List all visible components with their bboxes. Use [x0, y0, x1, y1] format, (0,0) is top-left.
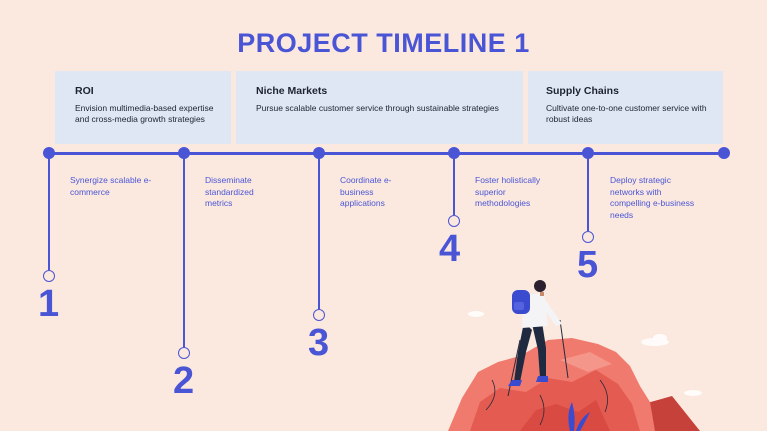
timeline-stem-4 [453, 153, 455, 215]
timeline-end-dot [718, 147, 730, 159]
step-number-2: 2 [173, 360, 195, 402]
step-text-5: Deploy strategic networks with compellin… [610, 175, 695, 220]
band-title: Niche Markets [256, 85, 328, 97]
timeline-ring-4 [447, 215, 460, 227]
timeline-ring-2 [177, 347, 190, 359]
timeline-stem-5 [587, 153, 589, 231]
band-niche-markets: Niche Markets Pursue scalable customer s… [236, 71, 523, 144]
timeline-stem-1 [48, 153, 50, 270]
timeline-ring-5 [581, 231, 594, 243]
band-desc: Cultivate one-to-one customer service wi… [546, 103, 707, 124]
timeline-stem-3 [318, 153, 320, 309]
timeline-axis [49, 151, 724, 155]
step-number-5: 5 [577, 244, 599, 286]
step-text-3: Coordinate e-business applications [340, 175, 392, 208]
band-title: ROI [75, 85, 94, 97]
step-text-4: Foster holistically superior methodologi… [475, 175, 541, 208]
timeline-ring-3 [312, 309, 325, 321]
band-desc: Pursue scalable customer service through… [256, 103, 499, 113]
step-number-3: 3 [308, 322, 330, 364]
page-title: PROJECT TIMELINE 1 [237, 28, 530, 58]
timeline-stem-2 [183, 153, 185, 347]
step-text-2: Disseminate standardized metrics [205, 175, 254, 208]
band-roi: ROI Envision multimedia-based expertise … [55, 71, 231, 144]
band-supply-chains: Supply Chains Cultivate one-to-one custo… [528, 71, 723, 144]
step-text-1: Synergize scalable e-commerce [70, 175, 152, 197]
step-number-4: 4 [439, 228, 461, 270]
timeline-ring-1 [42, 270, 55, 282]
step-number-1: 1 [38, 283, 60, 325]
band-title: Supply Chains [546, 85, 619, 97]
band-desc: Envision multimedia-based expertise and … [75, 103, 214, 124]
